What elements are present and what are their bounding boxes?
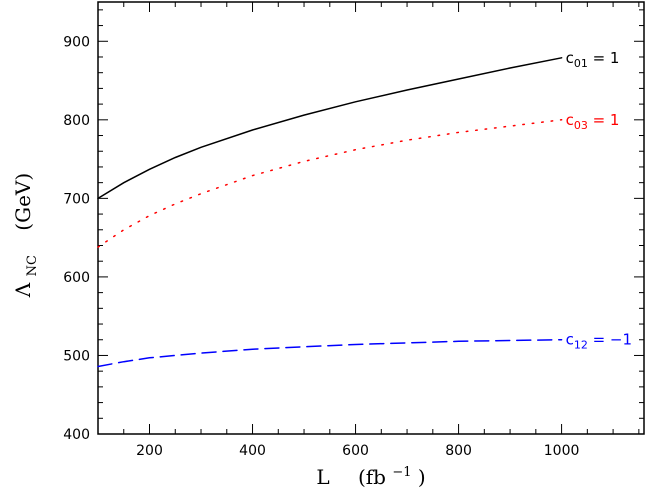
y-tick-label: 500: [63, 348, 90, 364]
series-line-12: [97, 338, 563, 368]
y-tick-label: 600: [63, 270, 90, 286]
y-tick-label: 700: [63, 191, 90, 207]
series-label-sub: 03: [574, 119, 588, 132]
series-label-rest: = −1: [588, 331, 632, 349]
series-group: [97, 57, 563, 368]
x-tick-label: 600: [342, 443, 369, 459]
y-tick-label: 900: [63, 34, 90, 50]
series-label-sub: 01: [574, 57, 588, 70]
series-label-sub: 12: [574, 339, 588, 352]
x-axis-main: L: [316, 465, 329, 489]
series-line-03: [97, 119, 563, 248]
y-tick-label: 800: [63, 113, 90, 129]
x-axis-unit-close: ): [418, 465, 426, 489]
series-label-main: c: [566, 331, 574, 349]
x-tick-label: 400: [239, 443, 266, 459]
y-axis-sub: NC: [25, 255, 40, 276]
y-axis-title: Λ NC (GeV): [11, 173, 41, 298]
series-label-rest: = 1: [588, 111, 620, 129]
axis-ticks: 200 400 600 800 1000 400 500 600 700 800 900: [63, 2, 644, 459]
y-axis-main: Λ: [11, 282, 35, 298]
x-tick-label: 800: [445, 443, 472, 459]
x-axis-unit-exp: −1: [392, 465, 411, 480]
series-label-03: c03 = 1: [566, 111, 620, 132]
series-line-01: [97, 57, 563, 200]
y-axis-unit: (GeV): [11, 173, 35, 231]
series-label-main: c: [566, 49, 574, 67]
series-label-rest: = 1: [588, 49, 620, 67]
x-axis-unit-open: (fb: [358, 465, 386, 489]
series-label-01: c01 = 1: [566, 49, 620, 70]
plot-frame: [97, 1, 645, 435]
series-label-main: c: [566, 111, 574, 129]
series-label-12: c12 = −1: [566, 331, 632, 352]
x-tick-label: 1000: [544, 443, 580, 459]
y-tick-label: 400: [63, 427, 90, 443]
x-axis-title: L (fb −1 ): [316, 457, 425, 489]
x-tick-label: 200: [136, 443, 163, 459]
